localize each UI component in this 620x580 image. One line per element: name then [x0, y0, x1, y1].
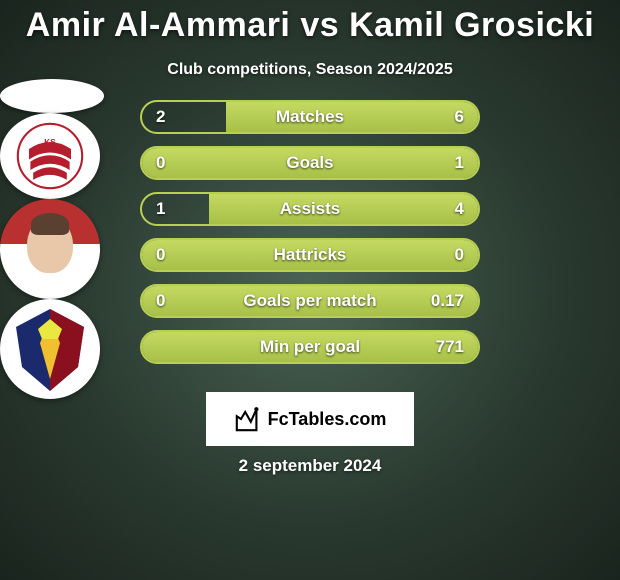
stat-right-value: 1 — [455, 153, 464, 173]
page-title: Amir Al-Ammari vs Kamil Grosicki — [0, 0, 620, 45]
footer-date: 2 september 2024 — [0, 456, 620, 476]
stat-right-value: 4 — [455, 199, 464, 219]
stat-row: Min per goal 771 — [140, 330, 480, 364]
stat-left-value: 0 — [156, 153, 165, 173]
stat-label: Goals — [286, 153, 333, 173]
stat-label: Matches — [276, 107, 344, 127]
stat-label: Assists — [280, 199, 340, 219]
stat-row: 1 Assists 4 — [140, 192, 480, 226]
branding-text: FcTables.com — [268, 409, 387, 430]
stat-row: 0 Goals per match 0.17 — [140, 284, 480, 318]
stat-right-value: 0.17 — [431, 291, 464, 311]
stats-area: 2 Matches 6 0 Goals 1 1 Assists 4 0 Hattricks 0 0 Goa… — [0, 100, 620, 376]
stat-right-value: 6 — [455, 107, 464, 127]
stat-left-value: 2 — [156, 107, 165, 127]
stat-fill — [209, 194, 478, 224]
stat-row: 2 Matches 6 — [140, 100, 480, 134]
stat-label: Min per goal — [260, 337, 360, 357]
stat-row: 0 Goals 1 — [140, 146, 480, 180]
stat-label: Hattricks — [274, 245, 347, 265]
stat-left-value: 1 — [156, 199, 165, 219]
stat-right-value: 0 — [455, 245, 464, 265]
subtitle: Club competitions, Season 2024/2025 — [0, 61, 620, 79]
stat-left-value: 0 — [156, 291, 165, 311]
fctables-icon — [234, 405, 262, 433]
stat-label: Goals per match — [243, 291, 376, 311]
stat-left-value: 0 — [156, 245, 165, 265]
stat-right-value: 771 — [436, 337, 464, 357]
stat-row: 0 Hattricks 0 — [140, 238, 480, 272]
stat-fill — [226, 102, 478, 132]
branding-box: FcTables.com — [206, 392, 414, 446]
